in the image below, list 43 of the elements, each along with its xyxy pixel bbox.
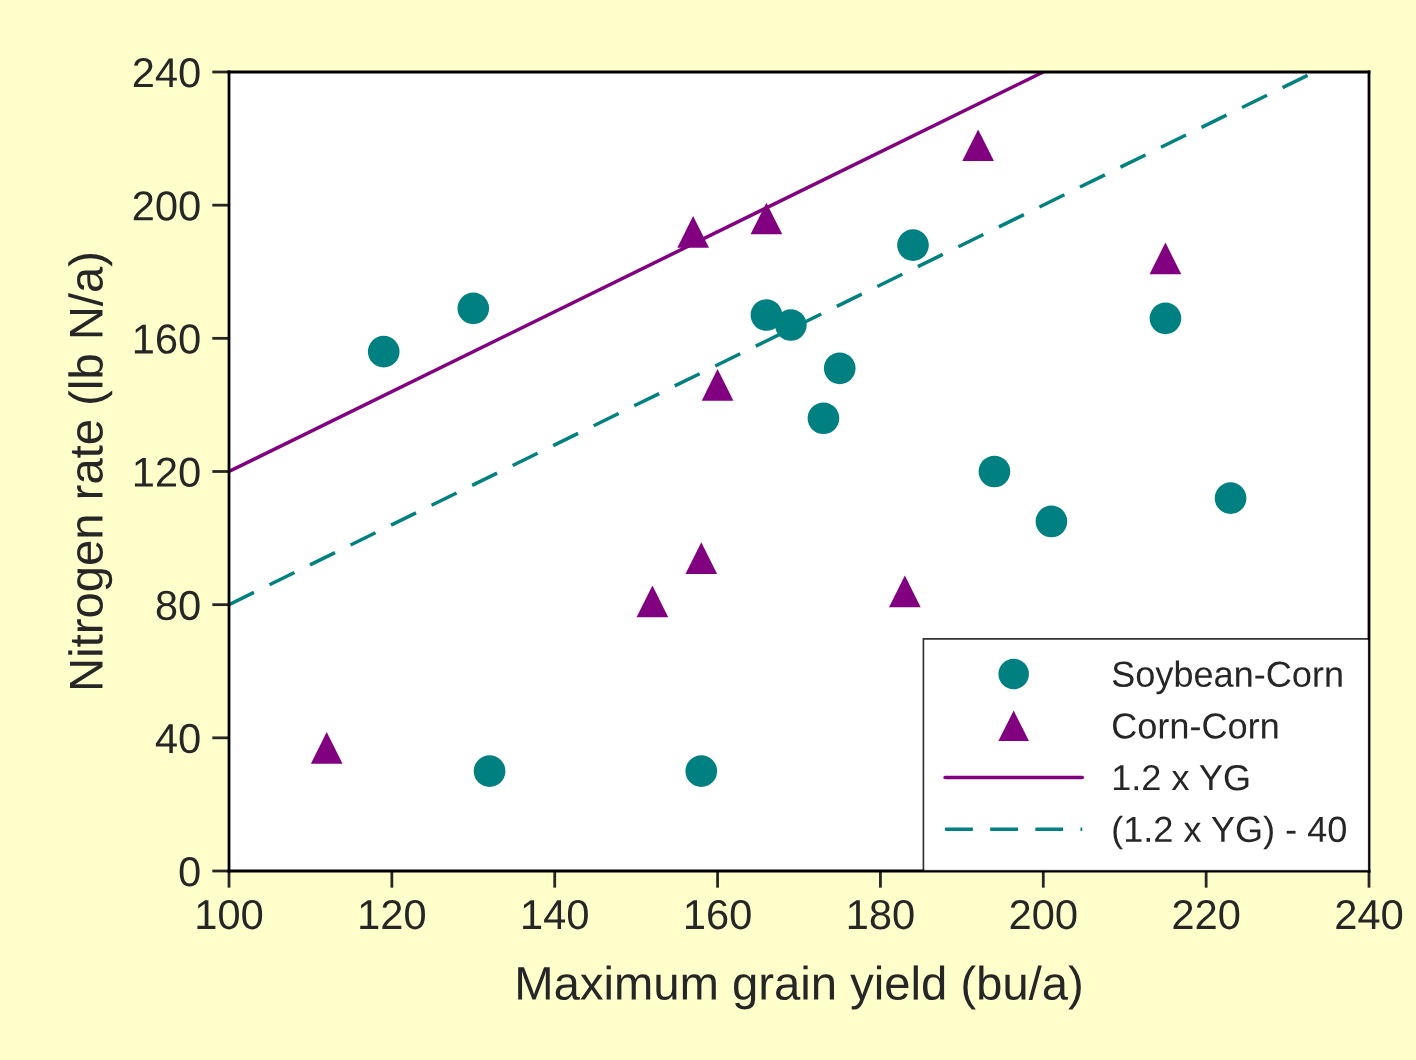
- point: [473, 755, 506, 787]
- point: [701, 369, 734, 401]
- legend-label: Corn-Corn: [1113, 713, 1278, 739]
- point: [807, 402, 840, 435]
- x-tick-label: 180: [848, 899, 914, 930]
- point: [889, 575, 921, 608]
- point: [685, 542, 718, 574]
- point: [636, 585, 669, 618]
- x-axis-title: Maximum grain yield (bu/a): [518, 965, 1081, 1010]
- y-tick-label: 240: [133, 58, 200, 88]
- x-tick-label: 200: [1010, 899, 1077, 930]
- y-axis-title: Nitrogen rate (lb N/a): [68, 253, 113, 689]
- y-tick-label: 120: [134, 457, 200, 488]
- y-tick-label: 80: [156, 590, 200, 621]
- point: [978, 455, 1011, 488]
- y-tick-label: 200: [133, 191, 200, 221]
- legend-label: (1.2 x YG) - 40: [1113, 815, 1346, 850]
- point: [1149, 302, 1182, 335]
- x-tick-label: 100: [197, 899, 263, 930]
- point: [310, 731, 343, 764]
- x-tick-label: 240: [1336, 899, 1403, 930]
- y-tick-label: 160: [134, 324, 200, 354]
- point: [823, 352, 856, 385]
- legend-label: Soybean-Corn: [1112, 660, 1342, 695]
- legend-label: 1.2 x YG: [1113, 764, 1249, 791]
- point: [1035, 505, 1068, 538]
- x-tick-label: 140: [523, 899, 588, 930]
- point: [677, 215, 709, 248]
- point: [750, 202, 783, 235]
- x-tick-label: 220: [1173, 899, 1240, 930]
- point: [457, 292, 490, 325]
- point: [962, 129, 994, 162]
- point: [775, 309, 807, 341]
- point: [367, 335, 400, 368]
- y-tick-label: 40: [155, 723, 200, 754]
- point: [1149, 242, 1182, 275]
- point: [897, 229, 929, 261]
- x-tick-label: 120: [360, 899, 425, 930]
- point: [1214, 482, 1247, 514]
- point: [750, 299, 783, 331]
- y-tick-label: 0: [179, 857, 200, 887]
- x-tick-label: 160: [685, 899, 751, 930]
- point: [685, 755, 718, 787]
